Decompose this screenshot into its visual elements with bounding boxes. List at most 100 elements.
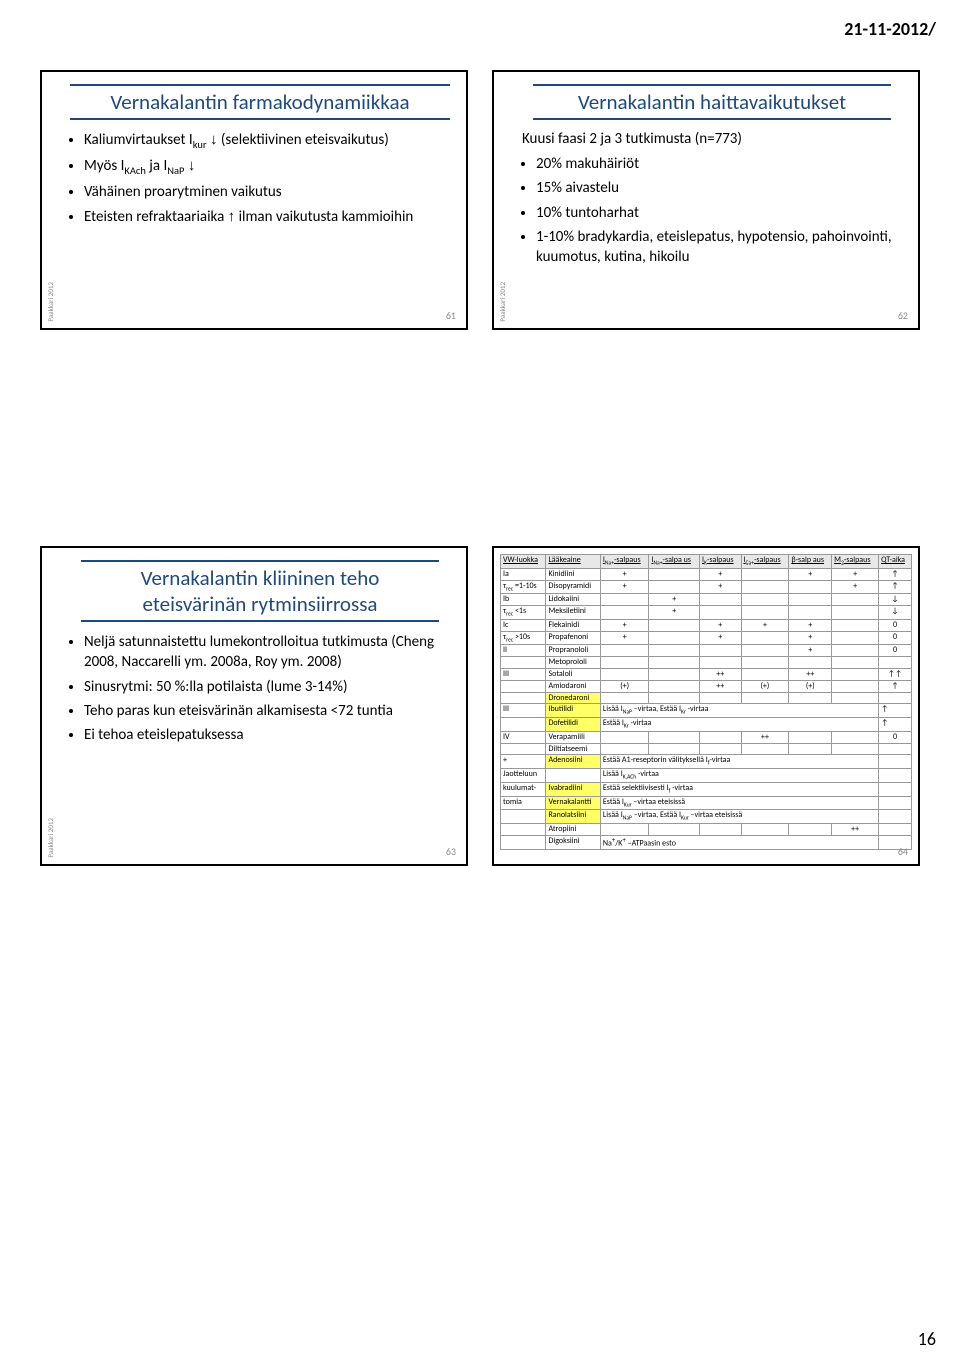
table-cell — [741, 580, 789, 594]
side-label: Paakkari 2012 — [46, 818, 55, 858]
table-cell: Ibutilidi — [546, 704, 600, 718]
table-cell — [600, 743, 649, 755]
table-cell — [649, 631, 700, 645]
drug-classification-table: VW-luokkaLääkeaineINa+-salpausINa+-salpa… — [500, 554, 912, 850]
table-cell: Adenosiini — [546, 755, 600, 769]
slide-number: 62 — [898, 309, 908, 322]
table-cell — [832, 668, 879, 680]
table-cell — [649, 657, 700, 669]
list-item: Ei tehoa eteislepatuksessa — [84, 725, 450, 745]
table-cell — [741, 824, 789, 836]
table-cell: + — [649, 594, 700, 606]
table-cell — [600, 645, 649, 657]
table-cell — [501, 680, 546, 692]
table-cell — [789, 824, 832, 836]
table-cell: Na+/K+ –ATPaasin esto — [600, 835, 878, 849]
table-row: JaotteluunLisää IK,ACh -virtaa — [501, 769, 912, 783]
table-row: kuulumat-IvabradiiniEstää selektiivisest… — [501, 782, 912, 796]
table-cell: ++ — [789, 668, 832, 680]
table-cell — [741, 692, 789, 704]
table-cell — [832, 645, 879, 657]
slide-63: Paakkari 2012 Vernakalantin kliininen te… — [40, 546, 468, 866]
table-cell — [832, 631, 879, 645]
list-item: Vähäinen proarytminen vaikutus — [84, 182, 450, 202]
table-header: Lääkeaine — [546, 555, 600, 569]
table-cell: Ivabradiini — [546, 782, 600, 796]
table-cell: ↑ — [879, 568, 912, 580]
table-row: RanolatsiiniLisää INaP –virtaa, Estää IK… — [501, 810, 912, 824]
list-item: Teho paras kun eteisvärinän alkamisesta … — [84, 701, 450, 721]
table-header: INa+-salpaus — [600, 555, 649, 569]
table-cell — [649, 731, 700, 743]
table-cell: Vernakalantti — [546, 796, 600, 810]
table-cell: τrec =1-10s — [501, 580, 546, 594]
table-cell — [879, 769, 912, 783]
list-item: 1-10% bradykardia, eteislepatus, hypoten… — [536, 227, 902, 268]
table-cell: Lisää INaP –virtaa, Estää IKr -virtaa — [600, 704, 878, 718]
table-row: IIPropranololi+0 — [501, 645, 912, 657]
table-cell — [741, 606, 789, 620]
table-cell: (+) — [600, 680, 649, 692]
table-row: Amiodaroni(+)++(+)(+)↑ — [501, 680, 912, 692]
table-cell: + — [832, 580, 879, 594]
table-cell: + — [789, 645, 832, 657]
table-cell — [501, 835, 546, 849]
table-header: QT-aika — [879, 555, 912, 569]
table-row: +AdenosiiniEstää A1-reseptorin välitykse… — [501, 755, 912, 769]
table-cell: + — [600, 619, 649, 631]
table-cell: 0 — [879, 631, 912, 645]
table-cell: III — [501, 704, 546, 718]
table-cell — [649, 680, 700, 692]
table-cell: + — [741, 619, 789, 631]
table-row: τrec =1-10sDisopyramidi+++↑ — [501, 580, 912, 594]
table-cell: Atropiini — [546, 824, 600, 836]
table-cell: Propranololi — [546, 645, 600, 657]
table-cell: Estää IKr -virtaa — [600, 718, 878, 732]
table-cell — [649, 568, 700, 580]
table-cell: + — [789, 619, 832, 631]
table-header: M2-salpaus — [832, 555, 879, 569]
table-cell — [879, 810, 912, 824]
table-cell: 0 — [879, 619, 912, 631]
table-cell — [649, 619, 700, 631]
table-cell — [546, 769, 600, 783]
table-cell: IV — [501, 731, 546, 743]
table-row: τrec >10sPropafenoni+++0 — [501, 631, 912, 645]
table-cell — [741, 743, 789, 755]
table-cell: Estää IKur –virtaa eteisissä — [600, 796, 878, 810]
table-cell: ++ — [700, 680, 742, 692]
lead-text: Kuusi faasi 2 ja 3 tutkimusta (n=773) — [522, 130, 902, 148]
table-row: IbLidokaiini+↓ — [501, 594, 912, 606]
table-cell: Kinidiini — [546, 568, 600, 580]
side-label: Paakkari 2012 — [46, 282, 55, 322]
table-row: IIIIbutilidiLisää INaP –virtaa, Estää IK… — [501, 704, 912, 718]
slide-number: 63 — [446, 845, 456, 858]
table-cell — [741, 668, 789, 680]
slide-61: Paakkari 2012 Vernakalantin farmakodynam… — [40, 70, 468, 330]
table-cell: (+) — [789, 680, 832, 692]
table-row: Metoprololi — [501, 657, 912, 669]
table-cell: (+) — [741, 680, 789, 692]
footer-page-number: 16 — [918, 1328, 936, 1350]
slide-62: Paakkari 2012 Vernakalantin haittavaikut… — [492, 70, 920, 330]
table-cell: Lidokaiini — [546, 594, 600, 606]
list-item: Myös IKAch ja INaP ↓ — [84, 156, 450, 178]
table-cell: + — [649, 606, 700, 620]
table-cell: II — [501, 645, 546, 657]
table-cell — [832, 594, 879, 606]
table-cell: ↓ — [879, 606, 912, 620]
table-row: τrec <1sMeksiletiini+↓ — [501, 606, 912, 620]
slide-title: Vernakalantin haittavaikutukset — [533, 84, 890, 120]
table-cell: ↑ — [879, 580, 912, 594]
table-cell: + — [700, 568, 742, 580]
table-cell — [832, 692, 879, 704]
table-cell — [501, 692, 546, 704]
table-cell — [501, 718, 546, 732]
table-cell — [741, 568, 789, 580]
table-cell: ++ — [741, 731, 789, 743]
table-cell — [649, 743, 700, 755]
table-cell — [600, 668, 649, 680]
table-cell — [832, 743, 879, 755]
table-cell — [789, 594, 832, 606]
table-cell — [741, 657, 789, 669]
